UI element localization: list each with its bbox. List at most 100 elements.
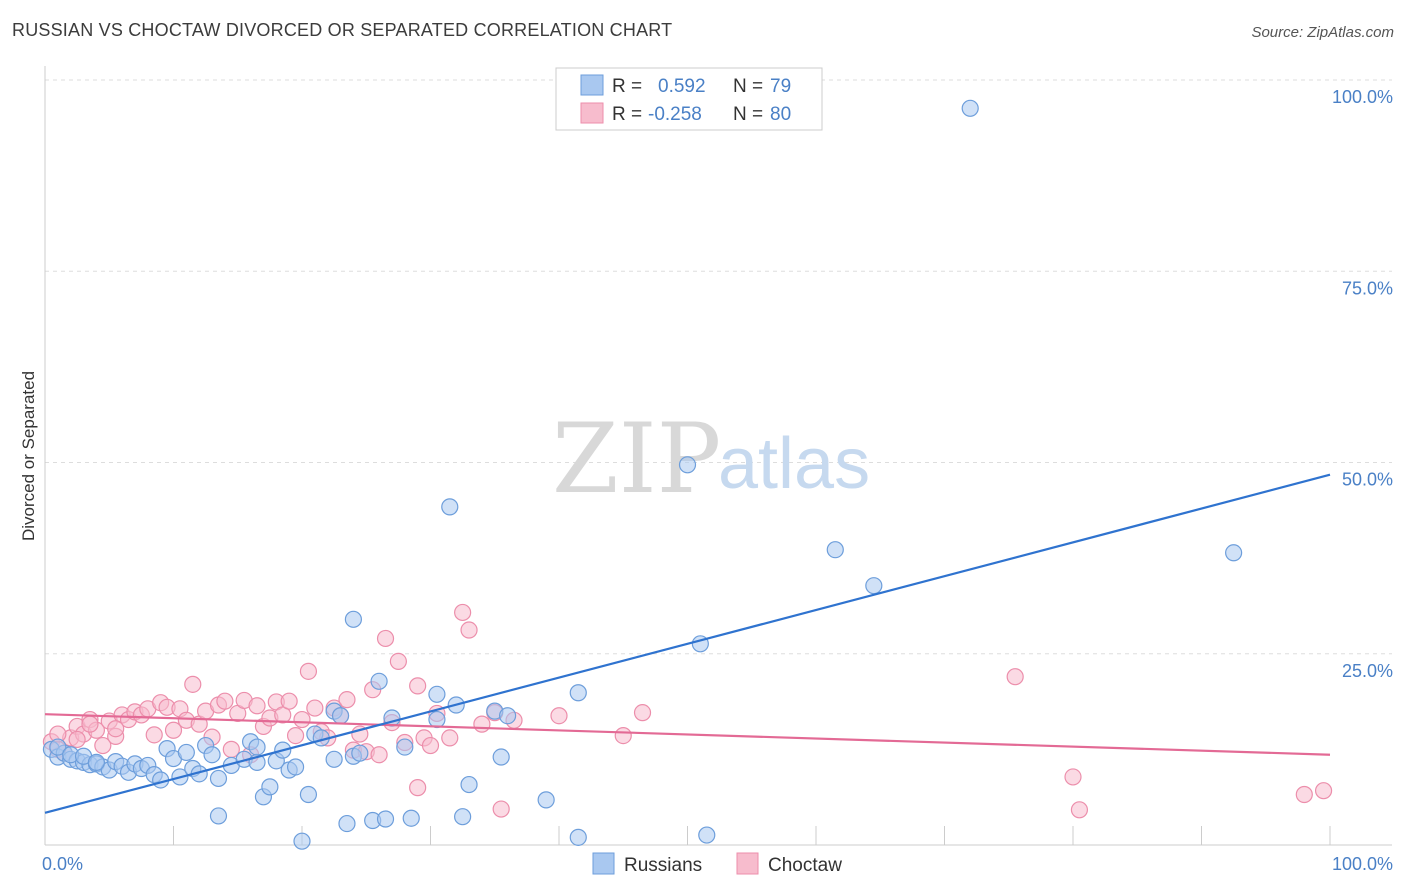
russians-point <box>537 791 555 809</box>
choctaw-swatch <box>580 102 604 124</box>
russians-r-value: 0.592 <box>658 76 706 97</box>
choctaw-point <box>441 729 459 747</box>
russians-point <box>87 753 106 771</box>
choctaw-point <box>1006 668 1024 686</box>
russians-point <box>248 738 266 756</box>
choctaw-point <box>454 603 472 622</box>
choctaw-point <box>107 720 125 738</box>
choctaw-r-value: -0.258 <box>648 104 702 125</box>
russians-point <box>865 577 883 595</box>
trend-layer <box>44 473 1331 814</box>
choctaw-point <box>376 629 395 648</box>
choctaw-point <box>492 800 510 818</box>
choctaw-point <box>184 675 202 693</box>
choctaw-point <box>299 662 318 680</box>
choctaw-point <box>94 736 112 755</box>
russians-point <box>428 685 446 703</box>
russians-point <box>499 707 517 725</box>
choctaw-n-value: 80 <box>770 104 791 125</box>
choctaw-point <box>1295 785 1313 804</box>
russians-point <box>338 814 356 833</box>
russians-point <box>177 743 195 762</box>
choctaw-point <box>216 692 234 710</box>
stats-legend: R = 0.592 N = 79 R = -0.258 N = 80 <box>555 67 823 131</box>
watermark: ZIP atlas <box>552 403 870 515</box>
y-tick-label: 100.0% <box>1332 87 1393 107</box>
russians-n-label: N = <box>733 76 763 97</box>
watermark-atlas: atlas <box>718 424 870 504</box>
legend-russians-label: Russians <box>624 855 702 876</box>
labels-layer: 25.0% 50.0% 75.0% 100.0% 0.0% 100.0% Divorced … <box>19 87 1393 874</box>
choctaw-point <box>68 730 86 749</box>
choctaw-point <box>614 727 632 745</box>
watermark-zip: ZIP <box>552 403 721 515</box>
russians-point <box>344 610 362 628</box>
choctaw-point <box>473 715 491 733</box>
russians-point <box>460 775 478 794</box>
russians-point <box>293 832 311 850</box>
choctaw-point <box>460 621 478 639</box>
choctaw-r-label: R = <box>612 104 642 125</box>
choctaw-point <box>338 691 356 709</box>
russians-point <box>299 785 318 804</box>
chart-title: RUSSIAN VS CHOCTAW DIVORCED OR SEPARATED… <box>12 20 673 40</box>
russians-point <box>331 707 350 725</box>
y-tick-label: 75.0% <box>1342 278 1393 298</box>
russians-n-value: 79 <box>770 76 791 97</box>
russians-point <box>209 807 228 825</box>
russians-point <box>569 828 587 846</box>
choctaw-point <box>274 706 292 724</box>
russians-point <box>376 810 395 828</box>
russians-point <box>441 498 459 516</box>
russians-point <box>1225 544 1243 562</box>
russians-point <box>402 809 420 827</box>
russians-point <box>492 748 510 766</box>
russians-point <box>325 750 343 768</box>
russians-point <box>428 710 446 729</box>
choctaw-point <box>306 699 324 717</box>
choctaw-point <box>145 726 163 744</box>
russians-point <box>209 769 228 788</box>
choctaw-point <box>1314 782 1333 800</box>
source-credit: Source: ZipAtlas.com <box>1251 24 1394 41</box>
choctaw-point <box>409 779 427 797</box>
russians-swatch <box>580 74 604 96</box>
grid-layer <box>45 79 1392 655</box>
legend-choctaw-swatch <box>736 852 759 875</box>
choctaw-point <box>370 746 388 764</box>
choctaw-point <box>1070 801 1089 819</box>
choctaw-point <box>248 697 266 715</box>
russians-point <box>49 738 67 756</box>
choctaw-point <box>409 677 427 695</box>
axes-layer <box>44 66 1392 846</box>
choctaw-point <box>81 715 99 733</box>
russians-point <box>826 541 844 559</box>
choctaw-n-label: N = <box>733 104 763 125</box>
choctaw-point <box>633 704 652 722</box>
x-tick-label: 0.0% <box>42 854 83 874</box>
russians-point <box>370 672 388 690</box>
y-axis-title: Divorced or Separated <box>19 371 38 541</box>
russians-point <box>454 808 472 826</box>
legend-russians-swatch <box>592 852 615 875</box>
x-tick-label: 100.0% <box>1332 854 1393 874</box>
choctaw-point <box>293 710 311 729</box>
russians-r-label: R = <box>612 76 642 97</box>
russians-point <box>698 826 716 844</box>
russians-point <box>203 746 221 764</box>
choctaw-point <box>280 692 298 710</box>
russians-point <box>261 778 279 796</box>
choctaw-trend-line <box>44 713 1331 756</box>
russians-point <box>351 744 369 762</box>
russians-point <box>961 99 979 117</box>
choctaw-point <box>164 721 183 739</box>
points-layer <box>42 99 1333 850</box>
y-tick-label: 25.0% <box>1342 661 1393 681</box>
choctaw-point <box>421 736 440 755</box>
russians-trend-line <box>44 473 1331 814</box>
russians-point <box>569 684 587 702</box>
choctaw-point <box>550 707 568 725</box>
choctaw-point <box>1064 768 1082 786</box>
series-legend: Russians Choctaw <box>592 852 842 876</box>
